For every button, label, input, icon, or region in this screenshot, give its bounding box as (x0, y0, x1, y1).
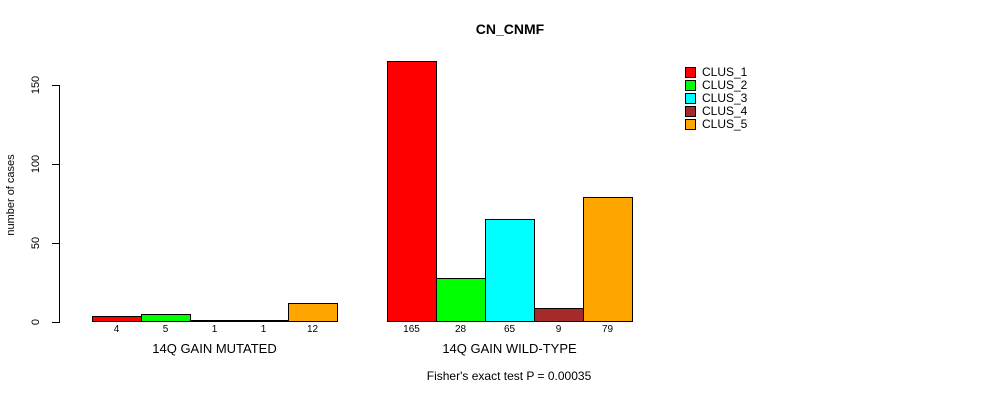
y-axis-tick-label: 50 (30, 236, 42, 250)
legend-swatch-icon (685, 67, 696, 78)
legend-swatch-icon (685, 106, 696, 117)
legend-item: CLUS_2 (685, 79, 747, 92)
bar-clus_1-group2 (387, 61, 437, 322)
y-axis-tick (52, 322, 59, 323)
bar-value-label: 28 (454, 324, 467, 335)
bar-value-label: 65 (503, 324, 516, 335)
legend-label: CLUS_4 (702, 104, 748, 118)
bar-value-label: 79 (601, 324, 614, 335)
bar-clus_2-group2 (436, 278, 486, 322)
bar-value-label: 4 (113, 324, 120, 335)
bar-clus_3-group2 (485, 219, 535, 322)
group-label: 14Q GAIN MUTATED (152, 341, 277, 356)
bar-clus_5-group2 (583, 197, 633, 322)
chart-title: CN_CNMF (475, 21, 545, 37)
group-label: 14Q GAIN WILD-TYPE (442, 341, 577, 356)
bar-clus_4-group1 (239, 320, 289, 322)
bar-clus_1-group1 (92, 316, 142, 322)
y-axis-line (59, 85, 60, 323)
y-axis-tick (52, 243, 59, 244)
bar-value-label: 12 (306, 324, 319, 335)
legend-label: CLUS_2 (702, 78, 748, 92)
bar-value-label: 165 (403, 324, 420, 335)
legend-swatch-icon (685, 93, 696, 104)
bar-value-label: 1 (260, 324, 267, 335)
y-axis-tick-label: 100 (30, 154, 42, 174)
legend-label: CLUS_5 (702, 117, 748, 131)
legend-swatch-icon (685, 119, 696, 130)
bar-value-label: 9 (555, 324, 562, 335)
bar-clus_3-group1 (190, 320, 240, 322)
legend: CLUS_1 CLUS_2 CLUS_3 CLUS_4 CLUS_5 (685, 66, 747, 131)
legend-item: CLUS_5 (685, 118, 747, 131)
y-axis-tick-label: 0 (30, 318, 42, 326)
y-axis-tick-label: 150 (30, 75, 42, 95)
legend-item: CLUS_1 (685, 66, 747, 79)
y-axis-tick (52, 85, 59, 86)
bar-clus_4-group2 (534, 308, 584, 322)
bar-clus_2-group1 (141, 314, 191, 322)
bar-value-label: 1 (211, 324, 218, 335)
legend-label: CLUS_1 (702, 65, 748, 79)
bar-value-label: 5 (162, 324, 169, 335)
fisher-test-annotation: Fisher's exact test P = 0.00035 (426, 369, 592, 383)
legend-item: CLUS_4 (685, 105, 747, 118)
legend-label: CLUS_3 (702, 91, 748, 105)
legend-item: CLUS_3 (685, 92, 747, 105)
legend-swatch-icon (685, 80, 696, 91)
y-axis-label: number of cases (5, 154, 17, 236)
bar-clus_5-group1 (288, 303, 338, 322)
y-axis-tick (52, 164, 59, 165)
